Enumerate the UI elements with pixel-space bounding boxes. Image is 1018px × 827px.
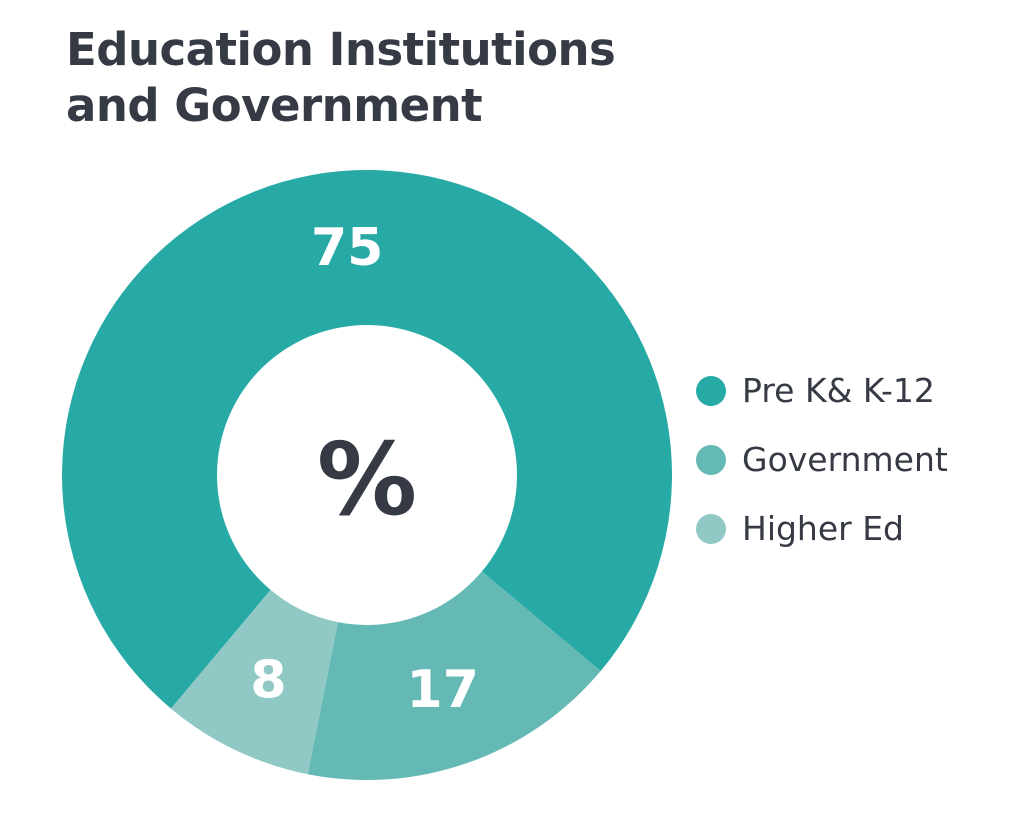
chart-title-line-1: Education Institutions [66,23,616,76]
legend-label: Government [742,440,948,479]
legend-swatch [696,513,726,544]
donut-center-label: % [317,421,417,538]
legend-label: Higher Ed [742,509,905,548]
donut-slices [62,170,673,780]
legend-swatch [696,375,726,406]
donut-slice-higher-ed [170,589,338,775]
legend-label: Pre K& K-12 [742,371,935,410]
legend-swatch [696,444,726,475]
chart-title-line-2: and Government [66,79,483,132]
legend-item: Government [696,425,948,494]
legend-item: Higher Ed [696,494,948,563]
chart-legend: Pre K& K-12 Government Higher Ed [696,356,948,563]
donut-value-label: 8 [250,651,286,711]
donut-value-label: 75 [311,218,383,278]
donut-slice-government [307,571,601,780]
legend-item: Pre K& K-12 [696,356,948,425]
donut-slice-pre-k-k-12 [62,170,673,709]
donut-value-labels: 75 17 8 [250,218,479,720]
donut-value-label: 17 [407,660,479,720]
chart-title: Education Institutions and Government [66,22,616,134]
